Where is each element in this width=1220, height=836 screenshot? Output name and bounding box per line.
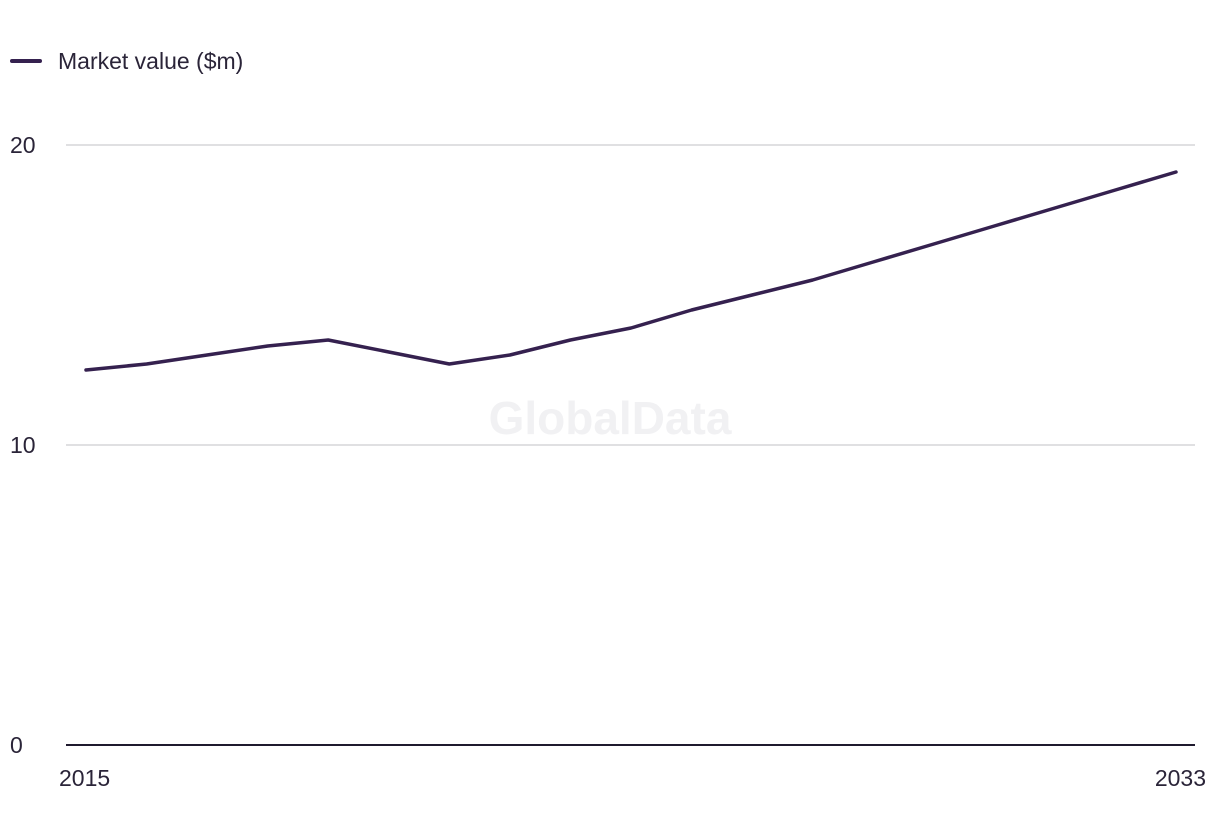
gridlines <box>66 144 1195 746</box>
legend: Market value ($m) <box>10 46 243 76</box>
y-tick-label-20: 20 <box>10 132 36 158</box>
y-tick-label-10: 10 <box>10 432 36 458</box>
x-axis-ticks: 2015 2033 <box>59 765 1206 791</box>
series-layer <box>84 170 1178 372</box>
legend-swatch <box>10 59 42 63</box>
y-tick-label-0: 0 <box>10 732 23 758</box>
x-tick-label-2033: 2033 <box>1155 765 1206 791</box>
x-tick-label-2015: 2015 <box>59 765 110 791</box>
series-line-market-value <box>84 170 1178 372</box>
watermark: GlobalData <box>489 392 732 444</box>
y-axis-ticks: 0 10 20 <box>10 132 36 758</box>
legend-label: Market value ($m) <box>58 47 244 74</box>
